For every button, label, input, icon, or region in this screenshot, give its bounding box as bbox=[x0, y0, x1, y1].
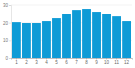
bar bbox=[82, 9, 91, 58]
y-tick-label: 30 bbox=[3, 3, 9, 8]
y-tick: 0 bbox=[5, 56, 11, 61]
bar bbox=[62, 14, 71, 58]
x-tick: 3 bbox=[35, 58, 38, 65]
grid bbox=[11, 5, 132, 58]
grid-line bbox=[11, 5, 132, 6]
y-tick: 30 bbox=[3, 3, 11, 8]
y-axis-line bbox=[9, 6, 12, 59]
x-tick: 2 bbox=[25, 58, 28, 65]
x-tick-label: 4 bbox=[45, 60, 48, 65]
x-tick-label: 5 bbox=[55, 60, 58, 65]
x-tick: 10 bbox=[104, 58, 110, 65]
x-tick-label: 10 bbox=[104, 60, 110, 65]
x-tick-label: 8 bbox=[85, 60, 88, 65]
bar bbox=[22, 23, 31, 58]
y-tick-mark bbox=[9, 5, 11, 6]
chart: 0102030123456789101112 bbox=[0, 0, 135, 68]
bar bbox=[122, 21, 131, 58]
x-tick: 5 bbox=[55, 58, 58, 65]
x-tick: 1 bbox=[15, 58, 18, 65]
bar bbox=[52, 18, 61, 58]
y-tick-mark bbox=[9, 58, 11, 59]
x-tick: 11 bbox=[114, 58, 119, 65]
x-tick-label: 1 bbox=[15, 60, 18, 65]
bar bbox=[12, 22, 21, 58]
y-tick: 10 bbox=[3, 38, 11, 43]
y-tick-mark bbox=[9, 23, 11, 24]
bar bbox=[42, 21, 51, 58]
x-tick: 4 bbox=[45, 58, 48, 65]
y-tick: 20 bbox=[3, 21, 11, 26]
x-tick: 12 bbox=[124, 58, 130, 65]
x-tick: 6 bbox=[65, 58, 68, 65]
bar bbox=[102, 14, 111, 58]
x-tick-label: 6 bbox=[65, 60, 68, 65]
plot: 0102030123456789101112 bbox=[3, 3, 133, 65]
x-tick-label: 7 bbox=[75, 60, 78, 65]
x-tick-label: 3 bbox=[35, 60, 38, 65]
x-tick-label: 12 bbox=[124, 60, 130, 65]
y-tick-label: 10 bbox=[3, 38, 9, 43]
y-tick-label: 0 bbox=[5, 56, 8, 61]
y-tick-label: 20 bbox=[3, 21, 9, 26]
x-tick-label: 2 bbox=[25, 60, 28, 65]
x-tick: 8 bbox=[85, 58, 88, 65]
x-tick-label: 9 bbox=[95, 60, 98, 65]
y-axis: 0 10 20 30 bbox=[3, 3, 12, 61]
bar bbox=[92, 12, 101, 58]
bar bbox=[72, 10, 81, 58]
x-tick-label: 11 bbox=[114, 60, 119, 65]
y-tick-mark bbox=[9, 40, 11, 41]
x-tick: 7 bbox=[75, 58, 78, 65]
bar bbox=[32, 23, 41, 58]
bars bbox=[12, 9, 131, 58]
x-tick: 9 bbox=[95, 58, 98, 65]
bar bbox=[112, 16, 121, 58]
x-axis: 123456789101112 bbox=[12, 58, 133, 65]
